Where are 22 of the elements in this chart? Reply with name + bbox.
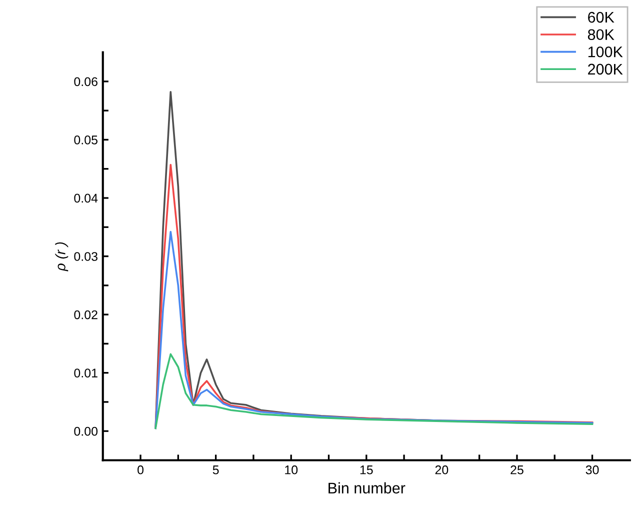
y-tick-label: 0.04 xyxy=(74,194,98,203)
x-axis-title: Bin number xyxy=(328,482,406,494)
legend-label: 80K xyxy=(588,29,614,40)
x-tick-label: 15 xyxy=(360,466,373,474)
x-tick-label: 25 xyxy=(510,465,524,474)
y-tick-label: 0.03 xyxy=(74,252,98,261)
y-tick-label: 0.05 xyxy=(74,136,98,144)
line-series xyxy=(154,230,594,430)
legend-label: 60K xyxy=(588,12,614,23)
y-tick-label: 0.02 xyxy=(74,310,98,320)
y-tick-label: 0.00 xyxy=(74,426,98,436)
y-tick-label: 0.06 xyxy=(74,77,98,86)
y-tick-label: 0.01 xyxy=(74,368,98,378)
x-tick-label: 10 xyxy=(285,465,298,474)
y-axis-title: ρ (r ) xyxy=(55,242,68,272)
x-tick-label: 30 xyxy=(586,465,599,474)
legend-label: 200K xyxy=(588,64,623,75)
x-tick-label: 20 xyxy=(435,465,448,474)
x-tick-label: 0 xyxy=(138,465,144,474)
line-series xyxy=(154,353,594,430)
legend-label: 100K xyxy=(588,46,623,58)
x-tick-label: 5 xyxy=(212,466,219,474)
